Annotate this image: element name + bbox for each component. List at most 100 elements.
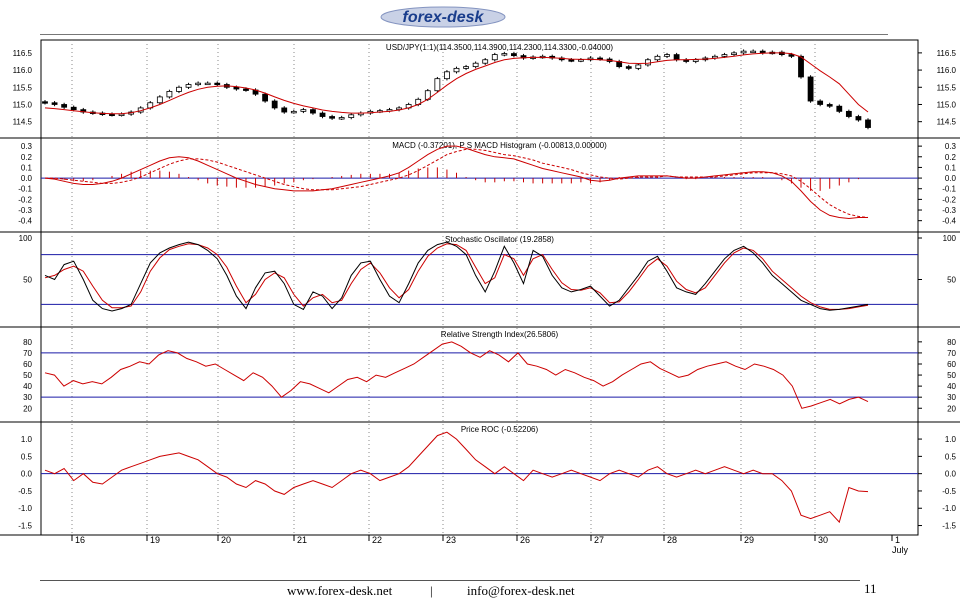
x-day-label: 19 bbox=[150, 535, 160, 545]
y-tick-label-right: 0.1 bbox=[945, 163, 957, 172]
candle-body bbox=[826, 104, 833, 107]
candle-body bbox=[865, 119, 871, 128]
x-day-label: 21 bbox=[297, 535, 307, 545]
y-tick-label-left: -0.5 bbox=[18, 487, 32, 496]
y-tick-label-left: 20 bbox=[23, 404, 32, 413]
candle-body bbox=[290, 110, 297, 114]
candle-body bbox=[568, 59, 575, 62]
candle-body bbox=[845, 110, 852, 117]
y-tick-label-right: 100 bbox=[943, 234, 957, 243]
x-day-label: 26 bbox=[520, 535, 530, 545]
y-tick-label-right: 40 bbox=[947, 382, 956, 391]
candle-body bbox=[692, 59, 699, 62]
y-tick-label-left: 0.5 bbox=[21, 452, 33, 461]
y-tick-label-right: 80 bbox=[947, 338, 956, 347]
y-tick-label-right: 0.0 bbox=[945, 174, 957, 183]
footer-website-link[interactable]: www.forex-desk.net bbox=[287, 583, 393, 598]
candle-body bbox=[759, 50, 766, 54]
y-tick-label-left: 0.0 bbox=[21, 174, 33, 183]
candle-body bbox=[798, 55, 804, 78]
candle-body bbox=[644, 59, 651, 66]
y-tick-label-right: 1.0 bbox=[945, 435, 957, 444]
y-tick-label-right: -1.0 bbox=[942, 504, 956, 513]
y-tick-label-left: 50 bbox=[23, 371, 32, 380]
pane-title: MACD (-0.37201), P S MACD Histogram (-0.… bbox=[392, 141, 607, 150]
candle-body bbox=[434, 78, 441, 92]
y-tick-label-right: 116.0 bbox=[937, 66, 957, 75]
candle-body bbox=[262, 93, 269, 102]
candle-body bbox=[300, 109, 307, 112]
y-tick-label-right: 114.5 bbox=[937, 118, 957, 127]
macd-line bbox=[44, 145, 868, 220]
y-tick-label-right: -0.1 bbox=[942, 185, 956, 194]
x-day-label: 1 bbox=[895, 535, 900, 545]
y-tick-label-left: 115.0 bbox=[13, 100, 33, 109]
x-day-label: 27 bbox=[594, 535, 604, 545]
footer-rule bbox=[40, 580, 860, 581]
y-tick-label-left: 60 bbox=[23, 360, 32, 369]
y-tick-label-right: 115.0 bbox=[937, 100, 957, 109]
candle-body bbox=[836, 105, 843, 112]
pane-title: USD/JPY(1:1)(114.3500,114.3900,114.2300,… bbox=[386, 43, 613, 52]
y-tick-label-right: 0.5 bbox=[945, 452, 957, 461]
y-tick-label-left: 80 bbox=[23, 338, 32, 347]
y-tick-label-left: 1.0 bbox=[21, 435, 33, 444]
y-tick-label-right: 60 bbox=[947, 360, 956, 369]
y-tick-label-left: 0.0 bbox=[21, 470, 33, 479]
y-tick-label-right: 0.3 bbox=[945, 142, 957, 151]
x-day-label: 23 bbox=[446, 535, 456, 545]
y-tick-label-right: 50 bbox=[947, 276, 956, 285]
stochastic-d-line bbox=[44, 243, 869, 310]
candle-body bbox=[118, 113, 125, 117]
y-tick-label-left: -1.0 bbox=[18, 504, 32, 513]
candle-body bbox=[740, 50, 747, 54]
candle-body bbox=[338, 117, 345, 120]
y-tick-label-left: -1.5 bbox=[18, 522, 32, 531]
x-day-label: 29 bbox=[744, 535, 754, 545]
y-tick-label-right: 50 bbox=[947, 371, 956, 380]
y-tick-label-right: 0.2 bbox=[945, 153, 957, 162]
candle-body bbox=[42, 101, 48, 104]
candle-body bbox=[578, 59, 584, 62]
candle-body bbox=[243, 88, 249, 91]
macd-signal-line bbox=[45, 148, 869, 218]
y-tick-label-right: -0.2 bbox=[942, 195, 956, 204]
header-rule bbox=[40, 34, 888, 35]
stochastic-k-line bbox=[44, 241, 869, 312]
candle-body bbox=[664, 54, 670, 57]
x-day-label: 16 bbox=[75, 535, 85, 545]
footer-email-link[interactable]: info@forex-desk.net bbox=[467, 583, 575, 598]
candle-body bbox=[61, 104, 68, 108]
candle-body bbox=[281, 107, 288, 113]
candle-body bbox=[271, 100, 278, 109]
candle-body bbox=[444, 71, 450, 80]
candle-body bbox=[214, 82, 221, 86]
candle-body bbox=[721, 54, 728, 57]
candle-body bbox=[501, 53, 508, 56]
candle-body bbox=[185, 84, 192, 88]
x-day-label: 28 bbox=[667, 535, 677, 545]
forex-desk-logo: forex-desk bbox=[380, 6, 506, 28]
candle-body bbox=[482, 59, 489, 64]
candle-body bbox=[472, 62, 479, 68]
y-tick-label-right: -0.5 bbox=[942, 487, 956, 496]
candle-body bbox=[109, 113, 115, 117]
y-tick-label-right: 20 bbox=[947, 404, 956, 413]
x-day-label: 30 bbox=[818, 535, 828, 545]
candle-body bbox=[329, 116, 335, 119]
y-tick-label-left: 40 bbox=[23, 382, 32, 391]
candle-body bbox=[491, 54, 498, 61]
pane-title: Price ROC (-0.52206) bbox=[461, 425, 539, 434]
candle-body bbox=[511, 53, 517, 57]
pane-title: Relative Strength Index(26.5806) bbox=[441, 330, 559, 339]
candle-body bbox=[625, 66, 632, 69]
candle-body bbox=[453, 67, 460, 73]
y-tick-label-left: -0.4 bbox=[18, 217, 32, 226]
candle-body bbox=[319, 112, 326, 117]
candle-body bbox=[156, 96, 163, 104]
x-day-label: 20 bbox=[221, 535, 231, 545]
y-tick-label-right: -0.3 bbox=[942, 206, 956, 215]
candle-body bbox=[807, 76, 814, 102]
candle-body bbox=[855, 116, 862, 121]
